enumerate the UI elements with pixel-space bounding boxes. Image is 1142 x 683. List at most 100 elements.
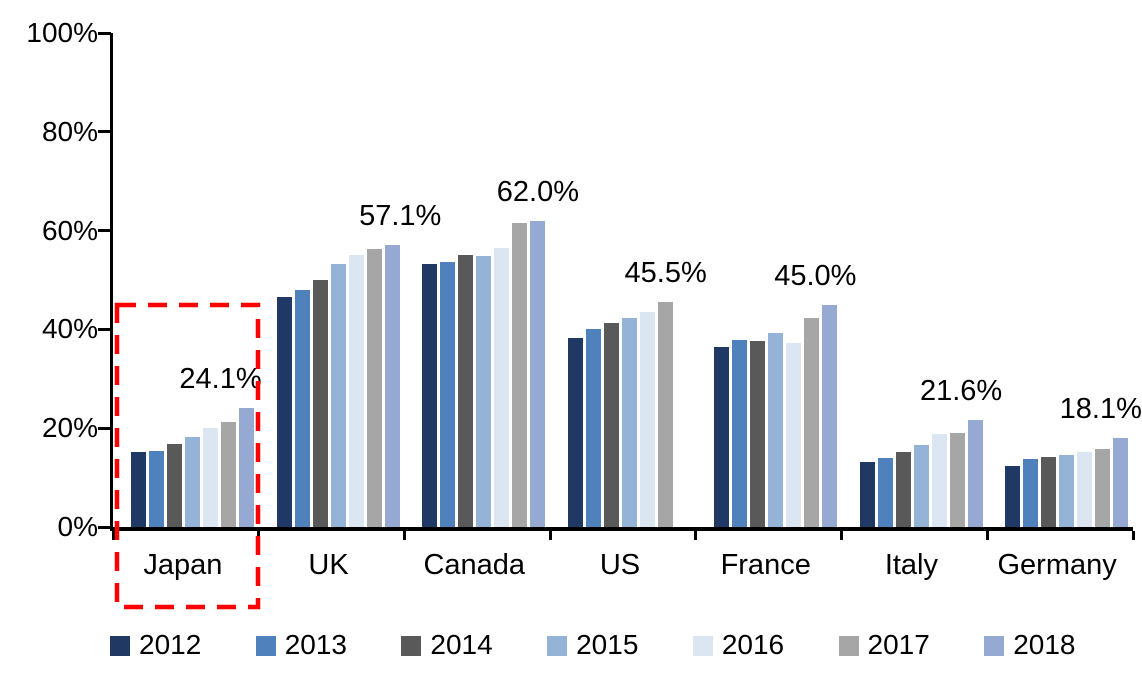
y-axis-tick-80 [98, 130, 111, 134]
bar-group-france: 45.0% [696, 33, 856, 527]
y-axis-label-100: 100% [26, 17, 98, 48]
category-label-italy: Italy [884, 549, 938, 581]
data-label-japan: 24.1% [179, 362, 262, 395]
legend-label-2013: 2013 [284, 629, 347, 660]
bar-canada-2015 [476, 255, 492, 527]
bar-canada-2017 [512, 223, 528, 527]
bar-group-uk: 57.1% [259, 33, 441, 527]
bar-japan-2018 [239, 407, 254, 527]
legend-swatch-2018 [984, 636, 1005, 656]
bar-italy-2018 [967, 420, 983, 527]
legend-swatch-2014 [401, 636, 422, 656]
bar-germany-2017 [1095, 449, 1111, 527]
category-label-germany: Germany [997, 549, 1117, 581]
y-axis-label-40: 40% [41, 313, 98, 345]
legend-label-2018: 2018 [1013, 629, 1076, 660]
bar-germany-2018 [1113, 437, 1129, 527]
bar-japan-2012 [131, 452, 146, 527]
y-axis-label-60: 60% [41, 214, 98, 246]
legend-swatch-2017 [838, 636, 859, 656]
x-axis-tick-6 [985, 531, 989, 540]
legend-swatch-2013 [255, 636, 276, 656]
bar-germany-2013 [1023, 458, 1039, 527]
legend-item-2012: 2012 [110, 630, 256, 660]
bar-italy-2017 [949, 433, 965, 527]
x-axis-tick-1 [257, 531, 261, 540]
x-axis-tick-3 [548, 531, 552, 540]
bar-us-2016 [640, 311, 656, 527]
bar-italy-2013 [877, 458, 893, 527]
legend-swatch-2016 [692, 636, 713, 656]
legend-item-2013: 2013 [255, 629, 402, 660]
bar-france-2014 [749, 341, 765, 527]
bar-japan-2016 [203, 428, 218, 527]
category-label-us: US [599, 549, 641, 581]
y-axis-label-0: 0% [57, 511, 98, 542]
bar-germany-2015 [1059, 454, 1075, 527]
bar-japan-2013 [149, 451, 164, 527]
category-label-canada: Canada [423, 549, 526, 581]
y-axis-label-20: 20% [41, 412, 98, 444]
bar-us-2017 [658, 302, 674, 527]
bar-italy-2012 [859, 461, 875, 527]
bar-japan-2017 [221, 421, 236, 527]
legend-label-2014: 2014 [430, 629, 493, 660]
data-label-france: 45.0% [774, 259, 857, 292]
bar-italy-2014 [895, 452, 911, 527]
bar-uk-2018 [384, 244, 400, 527]
category-label-japan: Japan [143, 549, 223, 581]
category-label-uk: UK [308, 549, 349, 581]
bar-italy-2015 [913, 445, 929, 527]
legend-label-2015: 2015 [576, 629, 639, 660]
legend-label-2016: 2016 [721, 629, 785, 660]
bar-japan-2015 [185, 437, 200, 527]
bar-us-2012 [568, 338, 584, 527]
category-label-france: France [720, 549, 811, 581]
data-label-germany: 18.1% [1059, 392, 1142, 425]
x-axis-tick-2 [402, 531, 406, 540]
legend-label-2012: 2012 [139, 629, 202, 660]
legend-item-2018: 2018 [984, 630, 1130, 660]
bar-uk-2013 [294, 289, 310, 527]
plot-area: 24.1% 57.1% 62.0% 45.5% 45.0% 21.6% 18.1% [98, 31, 1142, 540]
y-axis-tick-100 [98, 31, 111, 35]
y-axis-label-80: 80% [41, 115, 98, 147]
bar-japan-2014 [167, 443, 182, 527]
data-label-canada: 62.0% [496, 175, 580, 208]
legend-swatch-2015 [547, 636, 568, 656]
bar-uk-2015 [330, 263, 346, 527]
x-axis-tick-7 [1131, 531, 1135, 540]
bar-canada-2018 [530, 220, 546, 527]
y-axis-tick-20 [98, 426, 111, 430]
data-label-us: 45.5% [624, 257, 707, 290]
bar-france-2015 [767, 332, 783, 527]
bar-uk-2012 [276, 297, 292, 527]
bar-germany-2014 [1041, 456, 1057, 527]
legend-item-2015: 2015 [547, 630, 693, 660]
legend-label-2017: 2017 [867, 629, 930, 660]
y-axis-tick-60 [98, 229, 111, 233]
bar-france-2013 [731, 340, 747, 527]
bar-canada-2016 [494, 248, 510, 527]
bar-us-2014 [604, 323, 620, 527]
bar-group-germany: 18.1% [987, 33, 1142, 527]
legend: 2012 2013 2014 2015 2016 2017 2018 [110, 627, 1142, 663]
legend-item-2017: 2017 [838, 629, 985, 660]
data-label-uk: 57.1% [359, 199, 442, 232]
bar-france-2012 [713, 346, 729, 527]
bar-france-2016 [785, 342, 801, 527]
bar-group-italy: 21.6% [842, 33, 1002, 527]
x-axis-tick-0 [111, 531, 115, 540]
bar-france-2017 [803, 317, 819, 527]
legend-item-2016: 2016 [692, 629, 839, 660]
bar-france-2018 [821, 304, 837, 527]
bar-canada-2012 [422, 264, 438, 527]
y-axis-tick-0 [98, 525, 111, 529]
bar-germany-2012 [1005, 465, 1021, 527]
bar-us-2015 [622, 318, 638, 527]
x-axis-tick-4 [694, 531, 698, 540]
bar-uk-2017 [366, 248, 382, 527]
bar-uk-2014 [312, 280, 328, 527]
bar-italy-2016 [931, 434, 947, 527]
